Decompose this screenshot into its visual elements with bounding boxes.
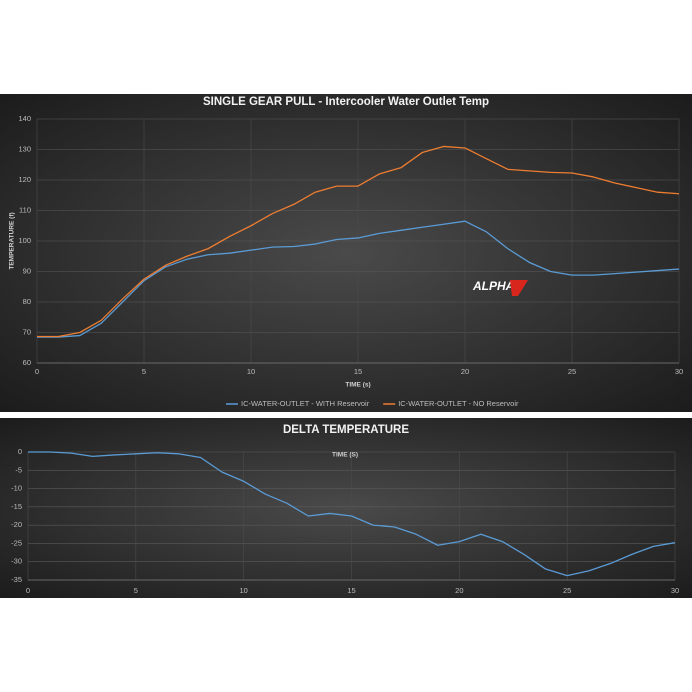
y-tick-label: 60 xyxy=(23,358,31,367)
y-tick-label: -15 xyxy=(11,502,22,511)
x-tick-label: 25 xyxy=(568,367,576,376)
logo: ALPHA xyxy=(472,279,514,293)
x-tick-label: 10 xyxy=(247,367,255,376)
y-tick-label: 70 xyxy=(23,327,31,336)
y-axis-label: TEMPERATURE (f) xyxy=(9,212,16,269)
panel xyxy=(0,94,692,412)
y-tick-label: -10 xyxy=(11,484,22,493)
x-tick-label: 20 xyxy=(455,586,463,595)
y-tick-label: -20 xyxy=(11,520,22,529)
x-tick-label: 5 xyxy=(134,586,138,595)
y-tick-label: 80 xyxy=(23,297,31,306)
logo-mark xyxy=(510,280,528,296)
x-tick-label: 30 xyxy=(675,367,683,376)
panel xyxy=(0,418,692,598)
y-tick-label: 140 xyxy=(18,114,31,123)
chart-title: DELTA TEMPERATURE xyxy=(283,424,409,436)
y-tick-label: 120 xyxy=(18,175,31,184)
y-tick-label: 90 xyxy=(23,266,31,275)
legend-label: IC-WATER-OUTLET - NO Reservoir xyxy=(398,399,519,408)
x-axis-label: TIME (S) xyxy=(332,452,358,459)
chart-title: SINGLE GEAR PULL - Intercooler Water Out… xyxy=(203,96,489,108)
y-tick-label: -25 xyxy=(11,538,22,547)
x-tick-label: 25 xyxy=(563,586,571,595)
y-tick-label: 0 xyxy=(18,447,22,456)
x-tick-label: 15 xyxy=(354,367,362,376)
x-tick-label: 0 xyxy=(26,586,30,595)
data-line xyxy=(37,220,680,338)
x-tick-label: 15 xyxy=(347,586,355,595)
data-line xyxy=(37,145,680,338)
y-tick-label: 110 xyxy=(19,205,31,214)
x-axis-label: TIME (s) xyxy=(345,382,370,389)
x-tick-label: 10 xyxy=(239,586,247,595)
x-tick-label: 0 xyxy=(35,367,39,376)
x-tick-label: 5 xyxy=(142,367,146,376)
y-tick-label: 130 xyxy=(18,144,31,153)
legend-label: IC-WATER-OUTLET - WITH Reservoir xyxy=(241,399,370,408)
x-tick-label: 30 xyxy=(671,586,679,595)
y-tick-label: -30 xyxy=(11,557,22,566)
y-tick-label: 100 xyxy=(18,236,31,245)
y-tick-label: -5 xyxy=(15,465,22,474)
y-tick-label: -35 xyxy=(11,575,22,584)
data-line xyxy=(28,451,676,577)
x-tick-label: 20 xyxy=(461,367,469,376)
